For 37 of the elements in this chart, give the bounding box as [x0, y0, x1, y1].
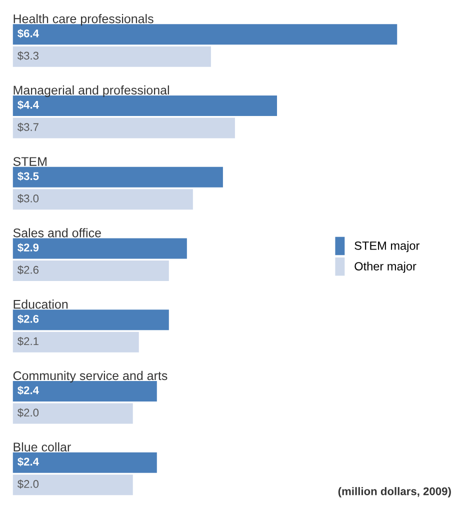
bar — [12, 310, 169, 330]
legend-label: Other major — [354, 262, 416, 273]
y-tick-label: Education — [14, 300, 68, 309]
y-tick-label: Community service and arts — [13, 370, 168, 383]
y-tick-label: Blue collar — [14, 442, 71, 452]
bar — [12, 24, 398, 45]
data-label: $3.0 — [18, 194, 39, 204]
data-label: $2.6 — [18, 265, 39, 274]
data-label: $2.0 — [18, 408, 39, 418]
data-label: $6.4 — [18, 28, 39, 38]
y-tick-label: STEM — [13, 157, 46, 166]
y-tick-label: Sales and office — [13, 228, 101, 238]
data-label: $2.6 — [18, 314, 39, 324]
legend-label: STEM major — [354, 241, 420, 252]
bar — [12, 46, 211, 67]
data-label: $2.1 — [18, 336, 38, 346]
bar — [12, 166, 223, 188]
data-label: $4.4 — [18, 100, 39, 110]
data-label: $2.4 — [18, 386, 39, 395]
bar — [12, 403, 133, 424]
bar — [12, 189, 193, 210]
annotation: (million dollars, 2009) — [338, 487, 451, 498]
data-label: $2.0 — [18, 480, 39, 489]
bar — [12, 474, 133, 496]
y-tick-label: Health care professionals — [14, 14, 154, 26]
bar — [12, 452, 157, 473]
data-label: $3.7 — [18, 122, 38, 132]
y-tick-label: Managerial and professional — [14, 85, 169, 98]
data-label: $2.4 — [18, 457, 39, 466]
bar — [12, 260, 169, 282]
data-label: $2.9 — [18, 243, 39, 252]
bar — [12, 118, 235, 138]
bar — [12, 238, 187, 259]
bar — [12, 332, 139, 352]
data-label: $3.5 — [18, 172, 39, 181]
bar — [12, 95, 278, 116]
data-label: $3.3 — [18, 51, 39, 60]
